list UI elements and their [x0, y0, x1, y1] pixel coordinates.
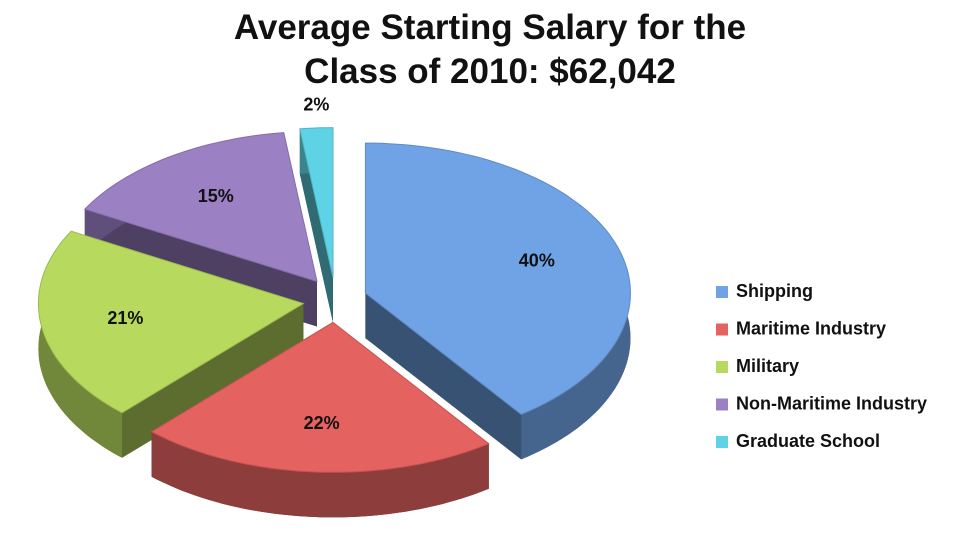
- legend-label: Military: [736, 356, 799, 376]
- data-label: 22%: [304, 413, 340, 433]
- legend-swatch: [716, 286, 728, 298]
- legend-label: Graduate School: [736, 431, 880, 451]
- data-label: 2%: [303, 95, 329, 115]
- data-label: 15%: [198, 186, 234, 206]
- legend-swatch: [716, 323, 728, 336]
- legend-swatch: [716, 361, 728, 373]
- data-label: 21%: [107, 308, 143, 328]
- legend-swatch: [716, 398, 728, 411]
- chart-title: Average Starting Salary for the Class of…: [233, 8, 747, 91]
- data-label: 40%: [519, 250, 555, 270]
- slice-rim: [151, 431, 489, 518]
- slice: [37, 230, 305, 414]
- slice: [150, 321, 490, 473]
- legend-label: Shipping: [736, 281, 813, 301]
- slice-side: [122, 303, 304, 458]
- slice-side: [365, 293, 522, 460]
- slice: [364, 142, 631, 415]
- slice: [83, 132, 318, 283]
- legend-label: Non-Maritime Industry: [736, 393, 927, 413]
- legend-label: Maritime Industry: [736, 318, 886, 338]
- legend-swatch: [716, 436, 728, 448]
- slice-side: [299, 128, 333, 323]
- slice: [299, 127, 334, 278]
